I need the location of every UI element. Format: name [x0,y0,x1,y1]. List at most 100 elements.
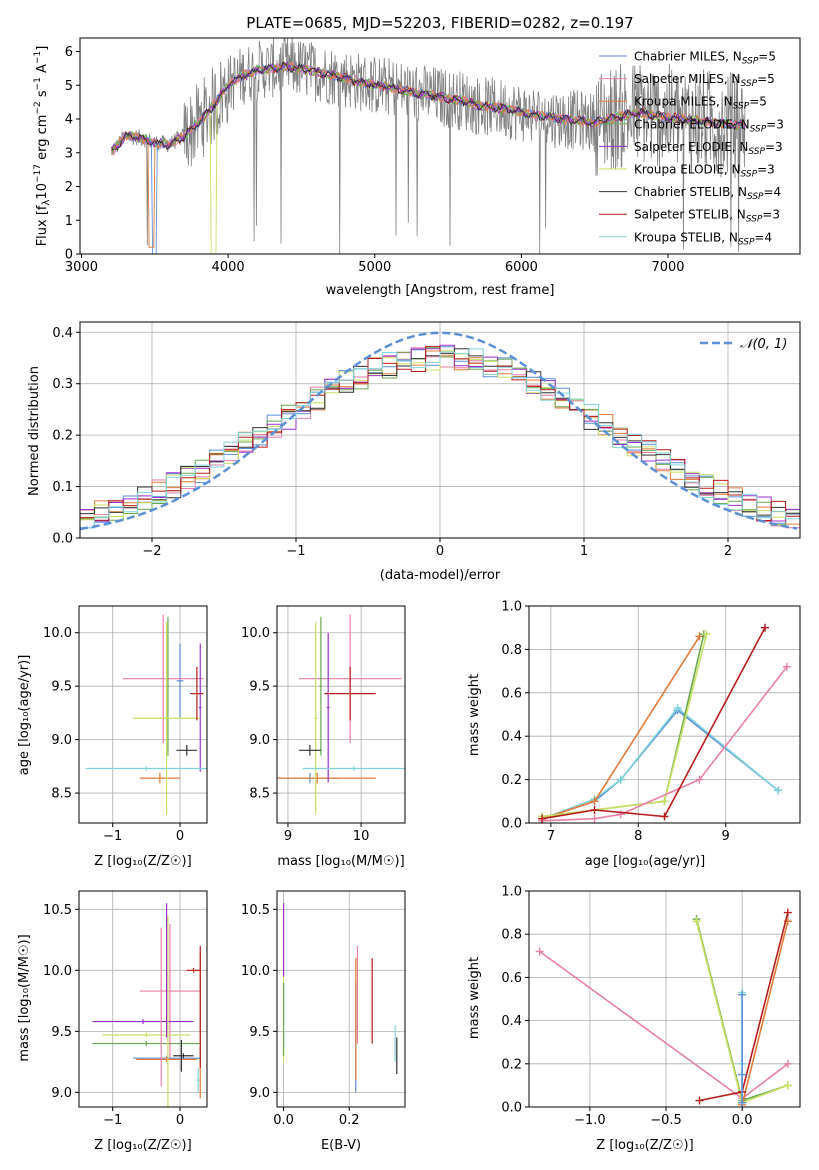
series-line-salpeter-stelib [541,627,766,820]
spectrum-ylabel: Flux [fλ10−17 erg cm−2 s−1 A−1] [33,46,52,247]
y-tick-label: 0.8 [501,643,522,658]
age-vs-metallicity-xlabel: Z [log₁₀(Z/Z☉)] [94,854,191,869]
x-tick-label: 0 [436,544,444,559]
mass-vs-ebv-xlabel: E(B-V) [321,1138,361,1153]
axes-frame: 0.0 0.2 9.0 9.5 10.0 10.5 [241,890,406,1128]
x-tick-label: 0.0 [732,1113,753,1128]
histogram-kroupa-stelib [80,348,800,529]
histogram-salpeter-stelib [80,345,800,521]
data-point-kroupa-miles [590,797,599,806]
axes-frame: 9 10 8.5 9.0 9.5 10.0 [241,605,406,844]
axes-frame: 3000 4000 5000 6000 7000 0 1 2 3 4 5 6 Chabrier MILE… [65,37,801,275]
weight-vs-metallicity-plot: −1.0 −0.5 0.0 0.0 0.2 0.4 0.6 0.8 1.0 [501,885,801,1128]
y-tick-label: 5 [65,79,73,94]
x-tick-label: 4000 [212,260,245,275]
y-tick-label: 10.5 [241,903,270,918]
y-tick-label: 10.5 [43,903,72,918]
y-tick-label: 0 [65,248,73,263]
weight-vs-metallicity-ylabel: mass weight [467,957,482,1039]
spectrum-title: PLATE=0685, MJD=52203, FIBERID=0282, z=0… [246,14,633,32]
data-point-salpeter-miles [535,947,544,956]
weight-vs-age-xlabel: age [log₁₀(age/yr)] [585,854,706,869]
spectrum-xlabel: wavelength [Angstrom, rest frame] [326,283,555,298]
y-tick-label: 8.5 [249,787,270,802]
data-point-kroupa-elodie [692,917,701,926]
data-point-salpeter-stelib [761,623,770,632]
plot-content [277,614,405,815]
plot-content [538,623,791,823]
y-tick-label: 10.0 [241,964,270,979]
series-line-kroupa-miles [541,635,701,820]
y-tick-label: 0.2 [501,1057,522,1072]
weight-vs-age-plot: 7 8 9 0.0 0.2 0.4 0.6 0.8 1.0 [501,600,801,844]
axes-frame: −1 0 9.0 9.5 10.0 10.5 [43,890,208,1128]
y-tick-label: 9.5 [51,1025,72,1040]
mass-vs-metallicity-plot: −1 0 9.0 9.5 10.0 10.5 [43,890,208,1128]
weight-vs-age-panel: 7 8 9 0.0 0.2 0.4 0.6 0.8 1.0 age [log₁₀(age/yr)… [467,600,801,869]
mass-vs-metallicity-panel: −1 0 9.0 9.5 10.0 10.5 Z [log₁₀(Z/Z☉)] mass [… [17,890,208,1153]
data-point-salpeter-stelib [538,814,547,823]
y-tick-label: 2 [65,180,73,195]
y-tick-label: 1 [65,214,73,229]
axes-frame: 7 8 9 0.0 0.2 0.4 0.6 0.8 1.0 [501,600,801,844]
data-point-kroupa-stelib [616,775,625,784]
age-vs-metallicity-plot: −1 0 8.5 9.0 9.5 10.0 [43,605,208,844]
x-tick-label: −2 [142,544,161,559]
legend-entry: Kroupa STELIB, NSSP=4 [634,230,772,247]
y-tick-label: 3 [65,146,73,161]
data-point-salpeter-stelib [590,805,599,814]
y-tick-label: 0.2 [52,429,73,444]
mass-vs-ebv-plot: 0.0 0.2 9.0 9.5 10.0 10.5 [241,890,406,1128]
y-tick-label: 8.5 [51,787,72,802]
y-tick-label: 9.5 [249,680,270,695]
weight-vs-metallicity-panel: −1.0 −0.5 0.0 0.0 0.2 0.4 0.6 0.8 1.0 Z [log₁₀(Z… [467,885,801,1153]
legend-entry: Chabrier ELODIE, NSSP=3 [634,117,784,134]
series-line-salpeter-stelib [699,912,789,1102]
x-tick-label: 3000 [65,260,98,275]
plot-content [282,903,398,1093]
x-tick-label: 5000 [358,260,391,275]
series-line-kroupa-miles [741,921,789,1105]
legend-entry: Chabrier STELIB, NSSP=4 [634,185,781,202]
x-tick-label: 0.2 [339,1113,360,1128]
x-tick-label: −1 [103,829,122,844]
y-tick-label: 9.5 [249,1025,270,1040]
residuals-plot-area: −2 −1 0 1 2 0.0 0.1 0.2 0.3 0.4 𝒩(0, 1) [52,321,801,559]
data-point-salpeter-miles [783,1059,792,1068]
y-tick-label: 0.4 [501,730,522,745]
y-tick-label: 9.0 [51,1086,72,1101]
legend-entry: Salpeter STELIB, NSSP=3 [634,208,780,225]
y-tick-label: 9.5 [51,680,72,695]
data-point-kroupa-stelib [774,786,783,795]
series-line-salpeter-miles [539,950,789,1100]
plot-content [535,908,792,1107]
y-tick-label: 0.3 [52,377,73,392]
weight-vs-age-ylabel: mass weight [467,674,482,756]
x-tick-label: 7 [547,829,555,844]
y-tick-label: 0.1 [52,480,73,495]
y-tick-label: 9.0 [249,733,270,748]
data-point-salpeter-stelib [783,908,792,917]
y-tick-label: 10.0 [241,626,270,641]
y-tick-label: 0.4 [52,326,73,341]
mass-vs-metallicity-xlabel: Z [log₁₀(Z/Z☉)] [94,1138,191,1153]
y-tick-label: 0.0 [501,1101,522,1116]
residuals-xlabel: (data-model)/error [380,568,501,583]
x-tick-label: 9 [284,829,292,844]
model-fit-line-salpeter-elodie [111,61,746,150]
x-tick-label: 0.0 [273,1113,294,1128]
data-point-chabrier-miles [738,990,747,999]
x-tick-label: 10 [353,829,370,844]
data-point-chabrier-miles [738,1070,747,1079]
y-tick-label: 1.0 [501,600,522,615]
weight-vs-metallicity-xlabel: Z [log₁₀(Z/Z☉)] [596,1138,693,1153]
mass-vs-ebv-panel: 0.0 0.2 9.0 9.5 10.0 10.5 E(B-V) [241,890,406,1153]
age-vs-metallicity-panel: −1 0 8.5 9.0 9.5 10.0 Z [log₁₀(Z/Z☉)] age [lo… [17,605,208,869]
data-point-salpeter-stelib [660,812,669,821]
x-tick-label: 8 [634,829,642,844]
axes-spine [78,605,208,824]
age-vs-mass-xlabel: mass [log₁₀(M/M☉)] [277,854,404,869]
y-tick-label: 10.0 [43,964,72,979]
data-point-chabrier-miles [738,1098,747,1107]
residuals-ylabel: Normed distribution [27,366,42,496]
